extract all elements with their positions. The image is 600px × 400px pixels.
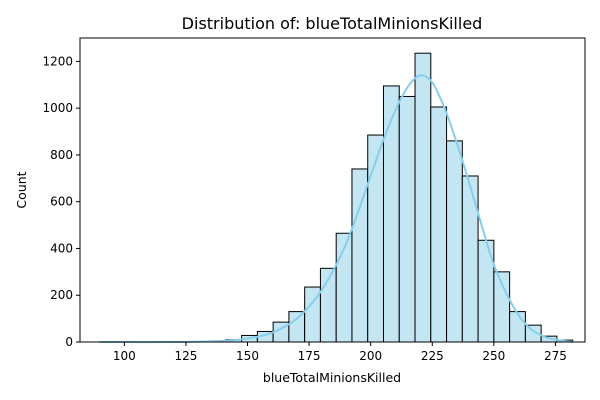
x-tick-label: 100 [113,349,136,363]
x-tick-label: 225 [421,349,444,363]
plot-frame [79,37,586,343]
x-tick-label: 200 [359,349,382,363]
chart-title: Distribution of: blueTotalMinionsKilled [182,14,483,33]
histogram-bar [382,85,400,343]
y-tick-label: 200 [50,288,73,302]
axes-group: 100 125 150 175 200 225 250 275 0 200 400 600 800 100… [42,37,586,363]
x-tick-label: 275 [544,349,567,363]
y-tick-label: 600 [50,195,73,209]
histogram-bar [288,311,306,343]
kde-curve [99,74,573,344]
histogram-bar [351,168,369,343]
y-axis-label: Count [14,171,29,208]
bars-group [99,52,574,343]
x-tick-label: 125 [174,349,197,363]
histogram-bar [414,52,432,343]
y-tick-label: 1000 [42,101,73,115]
histogram-bar [509,311,526,343]
x-tick-label: 175 [298,349,321,363]
y-tick-label: 0 [65,335,73,349]
y-tick-label: 400 [50,241,73,255]
x-tick-label: 250 [482,349,505,363]
histogram-bar [430,106,448,343]
histogram-bar [446,140,463,343]
y-tick-label: 1200 [42,54,73,68]
y-tick-label: 800 [50,148,73,162]
histogram-bar [461,175,479,343]
histogram-bar [367,134,384,343]
x-tick-label: 150 [236,349,259,363]
x-axis-label: blueTotalMinionsKilled [263,370,401,385]
histogram-bar [398,95,416,343]
